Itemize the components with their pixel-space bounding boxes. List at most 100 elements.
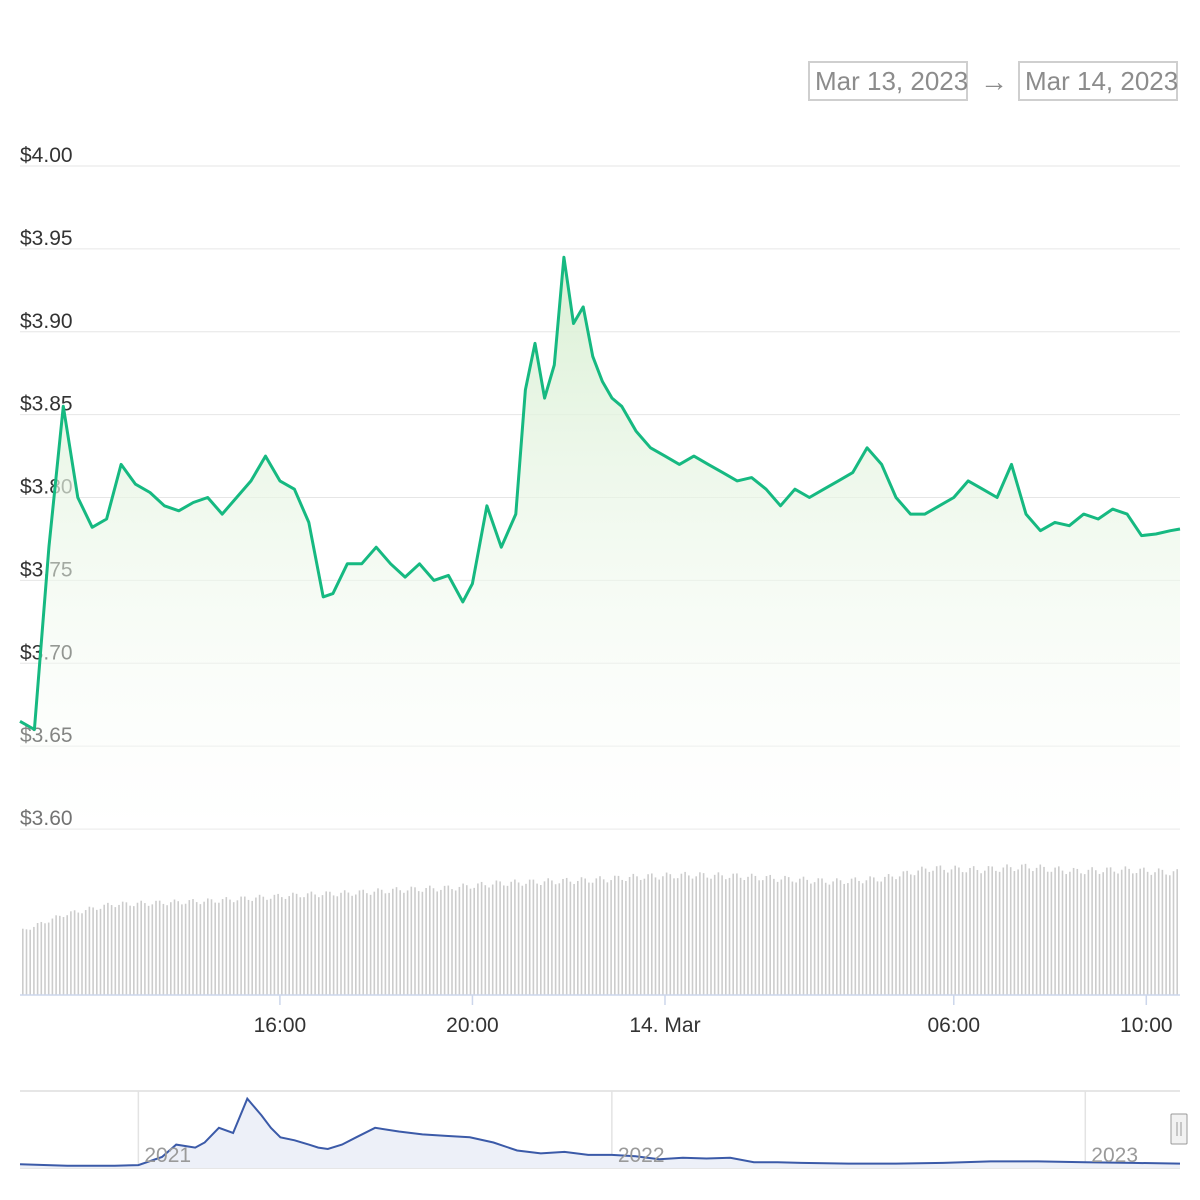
range-from-input[interactable]: Mar 13, 2023 xyxy=(808,61,968,101)
volume-bar xyxy=(669,874,672,995)
volume-bar xyxy=(454,890,457,995)
volume-bar xyxy=(747,876,749,995)
y-tick-label: $4.00 xyxy=(20,144,73,167)
volume-bar xyxy=(140,900,142,995)
volume-bar xyxy=(121,901,124,995)
volume-bar xyxy=(292,892,294,995)
volume-bar xyxy=(288,896,290,995)
volume-bar xyxy=(207,898,209,995)
volume-bar xyxy=(1028,868,1030,995)
volume-bar xyxy=(1076,868,1079,995)
volume-bar xyxy=(647,874,649,995)
volume-bar xyxy=(506,885,509,995)
price-area-fill xyxy=(20,257,1180,829)
volume-bar xyxy=(103,904,105,995)
volume-bar xyxy=(928,871,931,995)
volume-bar xyxy=(114,907,117,995)
volume-bar xyxy=(873,877,875,995)
volume-bar xyxy=(865,880,868,995)
volume-bar xyxy=(181,904,183,995)
volume-bar xyxy=(133,906,135,995)
volume-bar xyxy=(306,893,309,995)
volume-bar xyxy=(158,900,161,995)
volume-bar xyxy=(107,902,109,995)
volume-bar xyxy=(25,929,28,995)
volume-bar xyxy=(540,885,542,995)
volume-bar xyxy=(528,879,531,995)
volume-bar xyxy=(340,892,342,995)
x-tick-label: 16:00 xyxy=(254,1014,307,1037)
volume-bar xyxy=(129,905,131,995)
volume-bar xyxy=(110,905,113,995)
volume-bar xyxy=(173,899,176,995)
volume-bar xyxy=(577,880,579,995)
volume-bar xyxy=(728,877,731,995)
volume-bar xyxy=(440,889,442,995)
volume-bar xyxy=(969,867,971,995)
volume-bar xyxy=(676,878,679,995)
volume-bar xyxy=(736,873,738,995)
navigator-year-label: 2021 xyxy=(144,1144,191,1167)
volume-bar xyxy=(269,898,272,995)
volume-bar xyxy=(954,865,956,995)
volume-bar xyxy=(314,894,316,995)
y-tick-label: $3.95 xyxy=(20,227,73,250)
volume-bar xyxy=(155,900,157,995)
volume-bar xyxy=(665,872,668,995)
volume-bar xyxy=(1009,867,1012,995)
volume-bar xyxy=(392,888,394,995)
volume-bar xyxy=(81,913,83,995)
volume-bar xyxy=(59,915,61,995)
x-tick-label: 20:00 xyxy=(446,1014,499,1037)
volume-bar xyxy=(976,869,979,995)
volume-bar xyxy=(488,887,490,995)
volume-bar xyxy=(321,895,324,995)
volume-bar xyxy=(462,883,464,995)
volume-bar xyxy=(40,921,43,995)
volume-bar xyxy=(214,902,216,995)
x-axis: 16:00 20:00 14. Mar 06:00 10:00 xyxy=(20,994,1180,1037)
volume-bar xyxy=(399,890,401,995)
volume-bar xyxy=(1154,872,1156,995)
volume-bar xyxy=(1013,871,1016,995)
volume-bar xyxy=(972,866,975,995)
volume-bar xyxy=(854,877,857,995)
volume-bar xyxy=(998,871,1001,995)
volume-bar xyxy=(88,906,91,995)
volume-bar xyxy=(147,905,150,995)
volume-bar xyxy=(1161,869,1164,995)
volume-bar xyxy=(184,903,187,995)
volume-bar xyxy=(721,875,723,995)
volume-bar xyxy=(784,875,786,995)
volume-bar xyxy=(1176,869,1178,995)
volume-bar xyxy=(706,877,709,995)
volume-bar xyxy=(473,887,475,995)
volume-bar xyxy=(303,897,305,995)
volume-bar xyxy=(1024,863,1027,995)
volume-bar xyxy=(554,884,557,995)
volume-bar xyxy=(917,870,919,995)
volume-bar xyxy=(84,910,87,995)
volume-bar xyxy=(96,909,98,995)
volume-bar xyxy=(503,885,505,995)
volume-bar xyxy=(188,900,191,995)
volume-bar xyxy=(958,867,960,995)
volume-bar xyxy=(229,899,231,995)
volume-bar xyxy=(1124,866,1127,995)
volume-bar xyxy=(262,896,265,995)
volume-bar xyxy=(1080,873,1082,995)
navigator[interactable]: 2021 2022 2023 xyxy=(19,1090,1188,1169)
volume-bar xyxy=(995,870,997,995)
volume-bar xyxy=(495,880,498,995)
volume-bar xyxy=(29,929,31,995)
volume-bar xyxy=(987,866,990,995)
volume-bar xyxy=(710,878,712,995)
volume-bar xyxy=(380,889,383,995)
range-to-input[interactable]: Mar 14, 2023 xyxy=(1018,61,1178,101)
volume-bar xyxy=(247,899,250,995)
volume-bar xyxy=(325,891,327,995)
navigator-handle[interactable] xyxy=(1170,1113,1188,1145)
volume-bar xyxy=(1128,868,1130,995)
volume-bar xyxy=(366,893,368,995)
volume-bar xyxy=(932,870,934,995)
